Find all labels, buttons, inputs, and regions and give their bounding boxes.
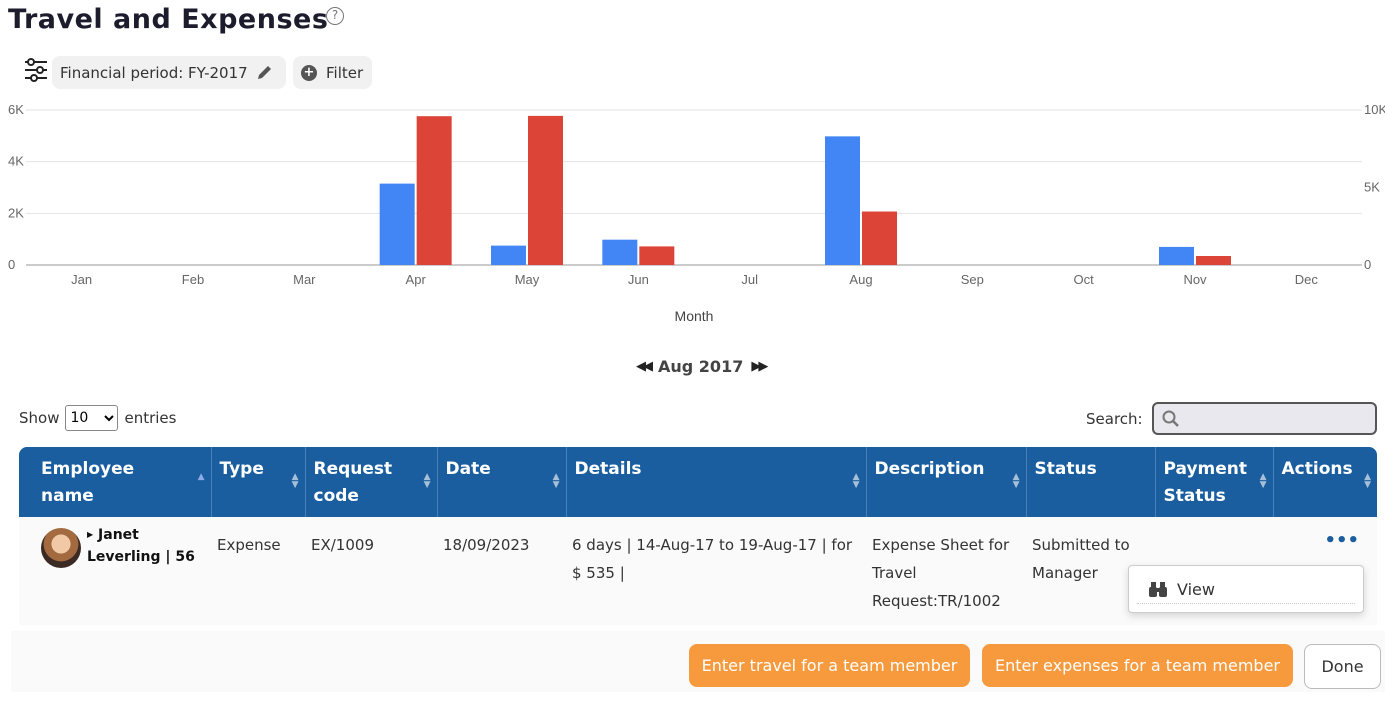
bar	[1196, 256, 1231, 265]
column-label: Date	[445, 459, 491, 479]
column-header-type[interactable]: Type ▲ ▼	[211, 447, 306, 517]
left-axis-tick-label: 6K	[8, 102, 24, 117]
x-axis-tick-label: May	[515, 272, 540, 287]
x-axis-tick-label: Jul	[741, 272, 758, 287]
x-axis-tick-label: Sep	[961, 272, 984, 287]
x-axis-tick-label: Jan	[71, 272, 92, 287]
x-axis-tick-label: Feb	[182, 272, 204, 287]
description-cell: Expense Sheet for Travel Request:TR/1002	[872, 536, 1010, 610]
sort-icon: ▲ ▼	[1364, 472, 1371, 490]
left-axis-tick-label: 2K	[8, 205, 24, 220]
column-label: Employee name	[41, 459, 135, 506]
enter-expenses-button[interactable]: Enter expenses for a team member	[982, 644, 1293, 687]
page-title: Travel and Expenses	[8, 4, 329, 35]
left-axis-tick-label: 4K	[8, 154, 24, 169]
request-code-cell: EX/1009	[311, 536, 374, 554]
bar	[602, 239, 638, 265]
bar	[528, 115, 563, 265]
question-circle-icon[interactable]: ?	[326, 7, 344, 25]
type-cell: Expense	[217, 536, 281, 554]
caret-right-icon[interactable]: ▶	[87, 530, 94, 539]
employee-cell: ▶ Janet Leverling | 56	[25, 527, 205, 568]
bar	[825, 136, 860, 265]
sort-icon: ▲ ▼	[423, 472, 431, 490]
details-cell: 6 days | 14-Aug-17 to 19-Aug-17 | for $ …	[572, 536, 853, 582]
column-header-actions[interactable]: Actions ▲ ▼	[1273, 447, 1377, 517]
sort-icon: ▲ ▼	[291, 472, 299, 490]
x-axis-tick-label: Dec	[1295, 272, 1319, 287]
bar	[1159, 246, 1194, 265]
x-axis-tick-label: Mar	[293, 272, 316, 287]
entries-label: entries	[124, 409, 177, 427]
pager-label: Aug 2017	[658, 357, 744, 376]
filter-label: Filter	[326, 63, 364, 82]
column-header-description[interactable]: Description ▲ ▼	[866, 447, 1027, 517]
column-label: Actions	[1281, 459, 1353, 479]
column-label: Status	[1034, 459, 1097, 479]
page-size-select[interactable]: 10	[65, 405, 119, 431]
search-label: Search:	[1086, 410, 1143, 428]
search-input[interactable]	[1152, 402, 1377, 435]
sliders-icon[interactable]	[23, 58, 49, 82]
double-left-arrow-icon[interactable]: ◀◀	[636, 359, 653, 374]
double-right-arrow-icon[interactable]: ▶▶	[751, 359, 768, 374]
column-header-payment-status[interactable]: Payment Status ▲ ▼	[1155, 447, 1274, 517]
sort-icon: ▲ ▼	[552, 472, 560, 490]
monthly-bar-chart: 0 2K 4K 6K 0 5K 10K Jan Feb Mar Apr May Jun Jul Aug Sep…	[8, 102, 1385, 324]
column-header-date[interactable]: Date ▲ ▼	[437, 447, 567, 517]
sort-icon: ▲ ▼	[1259, 472, 1267, 490]
enter-travel-button[interactable]: Enter travel for a team member	[689, 644, 970, 687]
right-axis-tick-label: 10K	[1364, 102, 1385, 117]
column-label: Description	[874, 459, 985, 479]
month-pager: ◀◀ Aug 2017 ▶▶	[636, 357, 768, 376]
ellipsis-icon[interactable]: •••	[1324, 530, 1359, 551]
column-header-status[interactable]: Status	[1026, 447, 1156, 517]
show-label: Show	[19, 409, 60, 427]
action-menu: View	[1128, 565, 1364, 613]
financial-period-label: Financial period: FY-2017	[60, 63, 248, 82]
plus-circle-icon: +	[301, 64, 317, 81]
column-header-request-code[interactable]: Request code ▲ ▼	[305, 447, 438, 517]
column-label: Request code	[313, 459, 393, 506]
sort-asc-icon: ▲	[197, 472, 205, 482]
column-label: Type	[219, 459, 264, 479]
column-label: Details	[574, 459, 642, 479]
column-label: Payment Status	[1163, 459, 1248, 506]
left-axis-tick-label: 0	[8, 257, 15, 272]
bar	[416, 116, 452, 265]
right-axis-tick-label: 0	[1364, 257, 1371, 272]
bar	[379, 183, 415, 265]
view-menu-item[interactable]: View	[1177, 579, 1215, 599]
employee-name[interactable]: Janet Leverling | 56	[87, 527, 195, 565]
column-header-details[interactable]: Details ▲ ▼	[566, 447, 867, 517]
x-axis-tick-label: Oct	[1074, 272, 1095, 287]
column-header-employee[interactable]: Employee name ▲	[19, 447, 212, 517]
right-axis-tick-label: 5K	[1364, 180, 1380, 195]
bar	[491, 245, 526, 265]
done-button[interactable]: Done	[1304, 644, 1381, 689]
status-cell: Submitted to Manager	[1032, 536, 1130, 582]
table-header-row: Employee name ▲ Type ▲ ▼ Request code ▲ ▼ Dat…	[19, 447, 1377, 517]
financial-period-chip[interactable]: Financial period: FY-2017	[52, 56, 286, 89]
menu-divider	[1137, 603, 1355, 604]
x-axis-tick-label: Jun	[628, 272, 649, 287]
binoculars-icon	[1149, 582, 1167, 597]
bar	[862, 211, 897, 265]
filter-button[interactable]: + Filter	[293, 56, 372, 89]
sort-icon: ▲ ▼	[1012, 472, 1020, 490]
x-axis-tick-label: Aug	[849, 272, 872, 287]
date-cell: 18/09/2023	[443, 536, 530, 554]
x-axis-tick-label: Nov	[1183, 272, 1207, 287]
x-axis-tick-label: Apr	[406, 272, 427, 287]
pencil-icon[interactable]	[256, 64, 273, 81]
magnifier-icon	[1162, 410, 1179, 427]
x-axis-title: Month	[675, 308, 714, 324]
sort-icon: ▲ ▼	[852, 472, 860, 490]
page-size-control: Show 10 entries	[19, 405, 176, 431]
bar	[639, 246, 675, 265]
avatar	[41, 528, 81, 568]
